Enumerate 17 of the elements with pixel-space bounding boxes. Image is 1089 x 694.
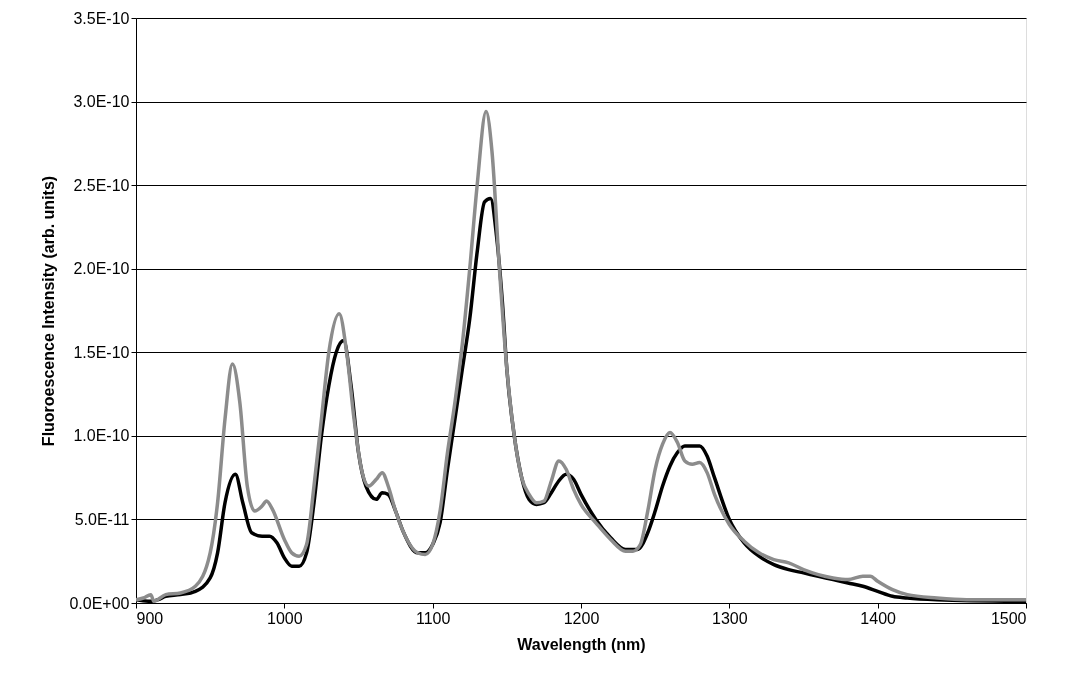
y-tick-label: 1.5E-10 xyxy=(73,343,130,361)
x-tick-label: 1200 xyxy=(563,609,600,627)
y-tick-label: 3.5E-10 xyxy=(73,9,130,27)
x-tick-label: 1400 xyxy=(860,609,897,627)
y-tick-label: 2.5E-10 xyxy=(73,176,130,194)
x-tick-label: 900 xyxy=(136,609,164,627)
x-tick-label: 1300 xyxy=(712,609,748,627)
y-tick-label: 0.0E+00 xyxy=(69,594,130,612)
y-axis-title: Fluoroescence Intensity (arb. units) xyxy=(40,175,58,447)
x-axis-title: Wavelength (nm) xyxy=(517,635,646,653)
x-tick-label: 1100 xyxy=(415,609,451,627)
y-tick-label: 5.0E-11 xyxy=(74,510,130,528)
y-tick-label: 1.0E-10 xyxy=(73,427,130,445)
x-tick-label: 1000 xyxy=(267,609,303,627)
y-tick-label: 2.0E-10 xyxy=(73,260,130,278)
x-tick-label: 1500 xyxy=(990,609,1027,627)
y-tick-label: 3.0E-10 xyxy=(73,93,130,111)
